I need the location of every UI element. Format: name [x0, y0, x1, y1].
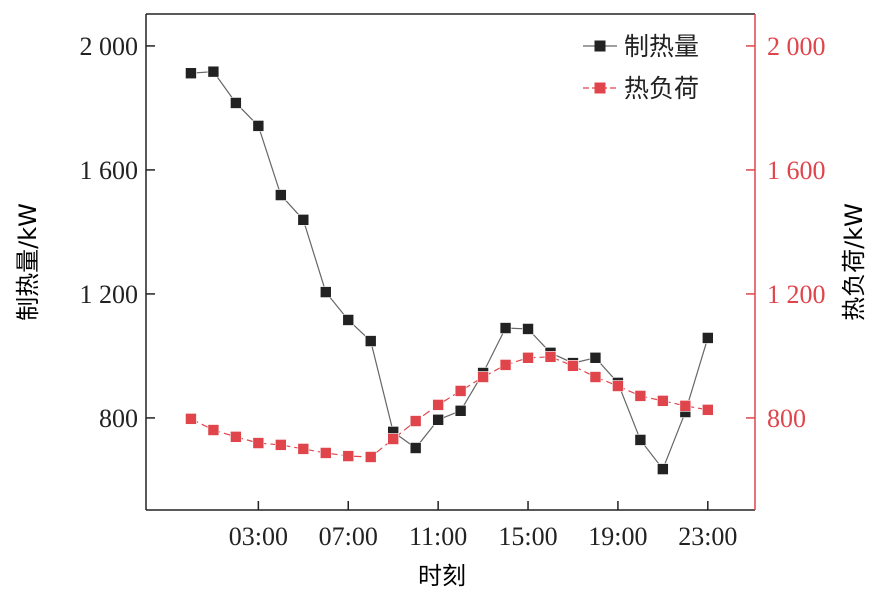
data-point: [230, 97, 242, 109]
y2-tick-label: 1 600: [767, 156, 826, 185]
data-point: [657, 463, 669, 475]
data-point: [342, 450, 355, 462]
data-point: [409, 442, 422, 454]
legend-marker: [594, 40, 606, 52]
data-point: [477, 371, 489, 383]
y-tick-label: 2 000: [80, 32, 139, 61]
data-point: [207, 65, 220, 78]
x-tick-label: 07:00: [319, 522, 378, 551]
data-point: [275, 189, 287, 201]
data-point: [252, 437, 265, 449]
data-point: [679, 400, 692, 412]
y-axis-label: 制热量/kW: [14, 203, 42, 321]
data-point: [454, 385, 467, 397]
legend-label: 热负荷: [624, 74, 699, 103]
data-point: [387, 433, 399, 445]
x-tick-label: 03:00: [229, 522, 288, 551]
data-point: [185, 413, 197, 425]
data-point: [432, 399, 444, 411]
data-point: [589, 351, 602, 364]
data-point: [499, 359, 512, 371]
data-point: [454, 404, 467, 417]
data-point: [522, 351, 534, 364]
data-point: [319, 447, 332, 459]
x-tick-label: 11:00: [409, 522, 467, 551]
data-point: [657, 395, 669, 407]
y-tick-label: 1 200: [80, 280, 139, 309]
data-point: [702, 404, 714, 416]
data-point: [185, 67, 197, 80]
data-point: [612, 380, 624, 392]
data-point: [230, 431, 242, 443]
legend-label: 制热量: [624, 32, 699, 61]
x-tick-label: 15:00: [498, 522, 557, 551]
data-point: [364, 335, 377, 347]
x-tick-label: 19:00: [588, 522, 647, 551]
data-point: [634, 434, 647, 446]
data-point: [252, 120, 265, 132]
data-point: [432, 413, 444, 426]
axes: 2 000 1 600 1 200 800 2 000 1 600 1 200 800 03:0…: [80, 13, 826, 551]
data-point: [319, 286, 332, 298]
data-point: [567, 360, 579, 372]
data-point: [589, 371, 602, 383]
data-point: [702, 332, 714, 344]
data-point: [409, 415, 422, 427]
x-axis-label: 时刻: [418, 562, 466, 590]
chart-marks: [185, 65, 714, 475]
data-point: [275, 439, 287, 451]
y-tick-label: 800: [99, 404, 138, 433]
data-point: [634, 390, 647, 402]
data-point: [207, 424, 220, 436]
data-point: [364, 451, 377, 463]
legend-marker: [594, 82, 606, 94]
series-line-heating-capacity: [190, 71, 709, 471]
series-line-heat-load: [190, 356, 708, 458]
data-point: [522, 323, 534, 335]
data-point: [297, 214, 310, 226]
y2-axis-label: 热负荷/kW: [840, 203, 868, 321]
x-tick-label: 23:00: [678, 522, 737, 551]
y-tick-label: 1 600: [80, 156, 139, 185]
y2-tick-label: 2 000: [767, 32, 826, 61]
data-point: [544, 351, 557, 363]
y2-tick-label: 1 200: [767, 280, 826, 309]
data-point: [499, 322, 512, 334]
data-point: [297, 443, 310, 455]
y2-tick-label: 800: [767, 404, 806, 433]
data-point: [342, 314, 355, 326]
